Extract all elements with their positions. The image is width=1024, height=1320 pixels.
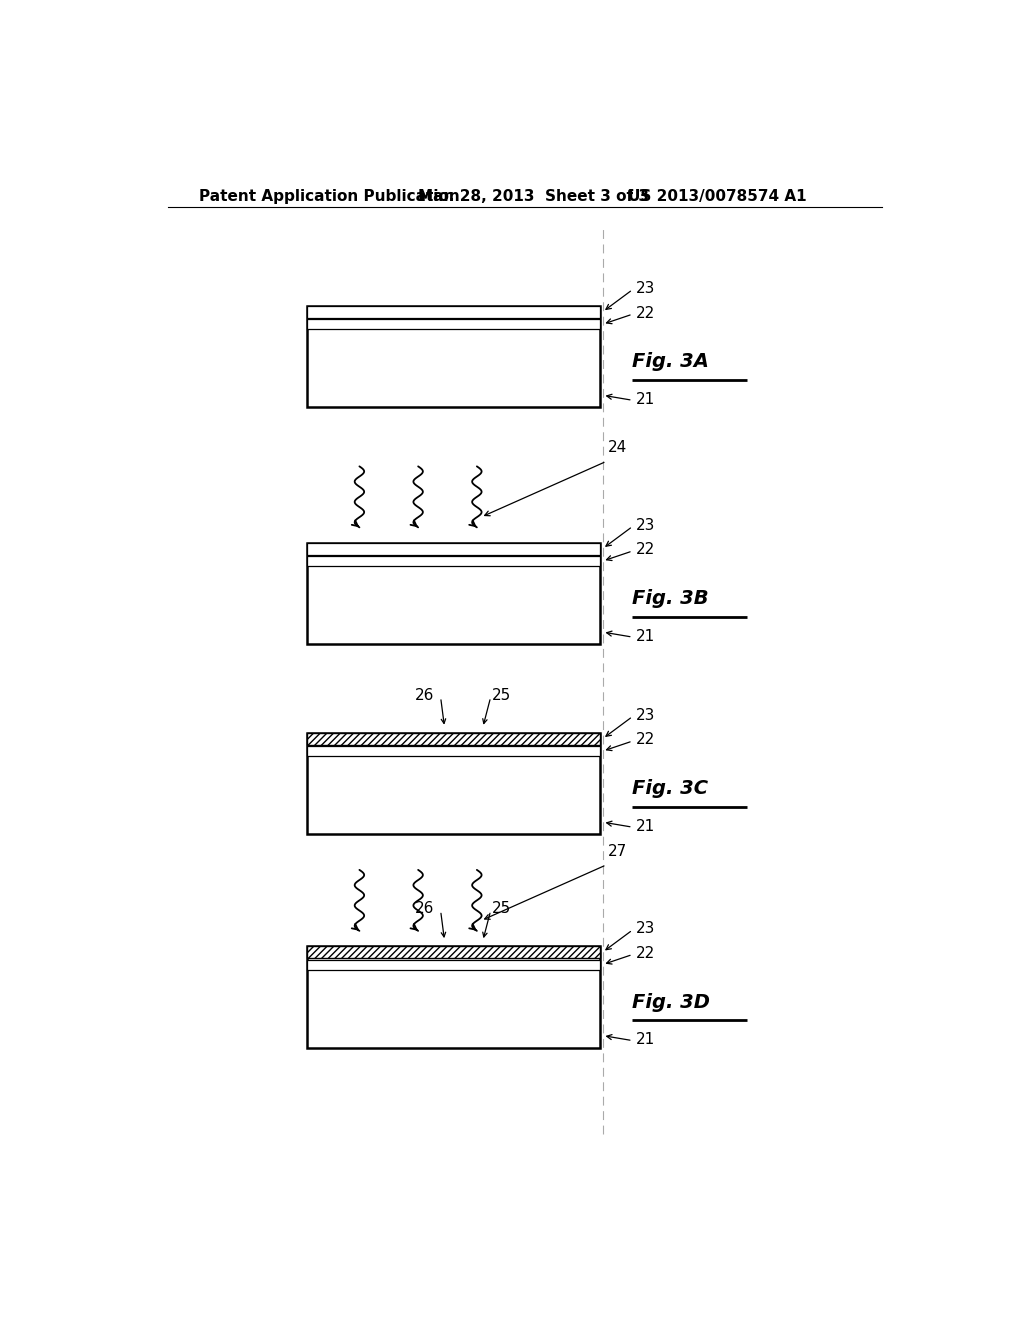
Text: 22: 22 — [636, 733, 655, 747]
Text: Fig. 3C: Fig. 3C — [632, 779, 708, 799]
Text: 23: 23 — [636, 517, 655, 533]
Text: Patent Application Publication: Patent Application Publication — [200, 189, 460, 203]
Text: Fig. 3D: Fig. 3D — [632, 993, 710, 1011]
Text: 21: 21 — [636, 628, 655, 644]
Bar — [306, 960, 600, 970]
Text: 25: 25 — [493, 688, 512, 702]
Bar — [306, 306, 600, 318]
Text: Fig. 3A: Fig. 3A — [632, 352, 709, 371]
Text: Mar. 28, 2013  Sheet 3 of 3: Mar. 28, 2013 Sheet 3 of 3 — [418, 189, 648, 203]
Bar — [306, 543, 600, 554]
Text: US 2013/0078574 A1: US 2013/0078574 A1 — [628, 189, 807, 203]
Text: 22: 22 — [636, 543, 655, 557]
Text: 22: 22 — [636, 946, 655, 961]
Bar — [306, 733, 600, 744]
Text: 23: 23 — [636, 708, 655, 723]
Bar — [306, 746, 600, 756]
Bar — [306, 946, 600, 958]
Text: 26: 26 — [415, 688, 434, 702]
Text: Fig. 3B: Fig. 3B — [632, 589, 709, 609]
Text: 21: 21 — [636, 818, 655, 834]
Text: 24: 24 — [608, 440, 628, 455]
Text: 23: 23 — [636, 281, 655, 296]
Bar — [306, 946, 600, 1048]
Bar — [306, 543, 600, 644]
Bar — [306, 319, 600, 330]
Text: 26: 26 — [415, 902, 434, 916]
Text: 25: 25 — [493, 902, 512, 916]
Text: 23: 23 — [636, 921, 655, 936]
Text: 22: 22 — [636, 306, 655, 321]
Text: 27: 27 — [608, 843, 628, 859]
Text: 21: 21 — [636, 392, 655, 407]
Bar — [306, 556, 600, 566]
Text: 21: 21 — [636, 1032, 655, 1047]
Bar — [306, 733, 600, 834]
Bar — [306, 306, 600, 408]
